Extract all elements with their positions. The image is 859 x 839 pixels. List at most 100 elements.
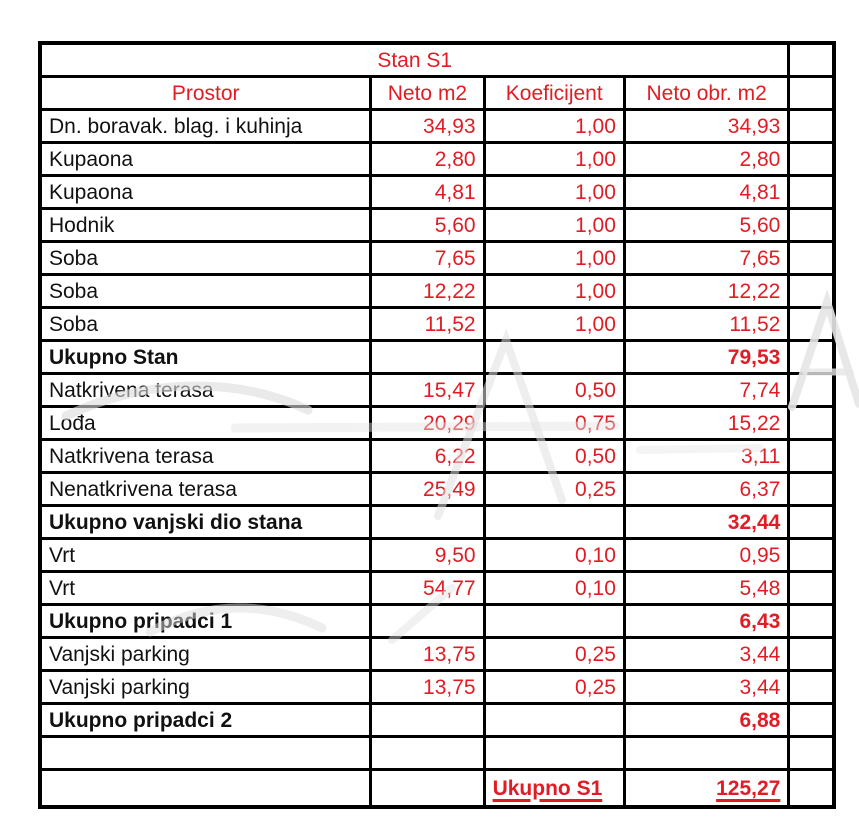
cell-neto-m2: 15,47	[369, 372, 486, 408]
cell-prostor: Vrt	[38, 570, 373, 606]
cell-prostor: Natkrivena terasa	[38, 372, 373, 408]
cell-neto-m2: 11,52	[369, 306, 486, 342]
cell-gray	[787, 504, 836, 540]
cell-gray	[787, 537, 836, 573]
cell-neto-obr-m2: 6,88	[622, 702, 791, 738]
cell-koeficijent: 0,10	[482, 537, 626, 573]
column-header-prostor: Prostor	[38, 75, 373, 111]
cell-prostor: Kupaona	[38, 174, 373, 210]
cell-neto-obr-m2: 0,95	[622, 537, 791, 573]
cell-koeficijent	[482, 735, 626, 771]
cell-koeficijent: 0,50	[482, 438, 626, 474]
cell-koeficijent	[482, 702, 626, 738]
cell-neto-m2: 2,80	[369, 141, 486, 177]
cell-neto-m2: 12,22	[369, 273, 486, 309]
table-empty-row	[38, 735, 836, 771]
cell-gray	[787, 41, 836, 78]
cell-neto-obr-m2: 3,44	[622, 669, 791, 705]
cell-neto-obr-m2: 5,60	[622, 207, 791, 243]
cell-gray	[787, 240, 836, 276]
cell-neto-obr-m2: 12,22	[622, 273, 791, 309]
cell-neto-m2	[369, 339, 486, 375]
cell-koeficijent: 1,00	[482, 273, 626, 309]
cell-gray	[787, 636, 836, 672]
cell-koeficijent: 0,10	[482, 570, 626, 606]
column-header-koeficijent: Koeficijent	[482, 75, 626, 111]
table-row: Kupaona 4,81 1,00 4,81	[38, 174, 836, 210]
cell-neto-obr-m2: 3,11	[622, 438, 791, 474]
table-total-row: Ukupno pripadci 2 6,88	[38, 702, 836, 738]
cell-neto-obr-m2: 79,53	[622, 339, 791, 375]
cell-neto-m2: 13,75	[369, 669, 486, 705]
cell-neto-m2: 20,29	[369, 405, 486, 441]
cell-gray	[787, 306, 836, 342]
cell-prostor: Vrt	[38, 537, 373, 573]
cell-neto-m2: 6,22	[369, 438, 486, 474]
table-row: Nenatkrivena terasa 25,49 0,25 6,37	[38, 471, 836, 507]
table-title: Stan S1	[38, 41, 791, 78]
cell-gray	[787, 570, 836, 606]
table-total-row: Ukupno Stan 79,53	[38, 339, 836, 375]
cell-prostor: Ukupno pripadci 2	[38, 702, 373, 738]
cell-prostor: Soba	[38, 306, 373, 342]
grand-total-value: 125,27	[622, 768, 791, 809]
cell-gray	[787, 768, 836, 809]
cell-prostor	[38, 735, 373, 771]
table-row: Vanjski parking 13,75 0,25 3,44	[38, 669, 836, 705]
cell-prostor: Dn. boravak. blag. i kuhinja	[38, 108, 373, 144]
cell-gray	[787, 339, 836, 375]
cell-koeficijent: 1,00	[482, 207, 626, 243]
cell-koeficijent: 0,25	[482, 669, 626, 705]
cell-gray	[787, 669, 836, 705]
cell-prostor: Soba	[38, 273, 373, 309]
table-row: Vrt 9,50 0,10 0,95	[38, 537, 836, 573]
cell-neto-m2: 9,50	[369, 537, 486, 573]
table-row: Soba 7,65 1,00 7,65	[38, 240, 836, 276]
cell-koeficijent: 0,25	[482, 471, 626, 507]
cell-neto-obr-m2: 4,81	[622, 174, 791, 210]
cell-prostor: Ukupno vanjski dio stana	[38, 504, 373, 540]
table-title-row: Stan S1	[38, 41, 836, 78]
table-total-row: Ukupno pripadci 1 6,43	[38, 603, 836, 639]
cell-neto-obr-m2: 32,44	[622, 504, 791, 540]
cell-neto-obr-m2: 6,37	[622, 471, 791, 507]
cell-koeficijent: 1,00	[482, 174, 626, 210]
cell-prostor: Ukupno pripadci 1	[38, 603, 373, 639]
cell-neto-obr-m2: 7,65	[622, 240, 791, 276]
cell-prostor: Natkrivena terasa	[38, 438, 373, 474]
cell-prostor	[38, 768, 373, 809]
cell-neto-obr-m2: 6,43	[622, 603, 791, 639]
cell-neto-obr-m2: 15,22	[622, 405, 791, 441]
cell-gray	[787, 372, 836, 408]
cell-gray	[787, 405, 836, 441]
cell-gray	[787, 141, 836, 177]
cell-gray	[787, 174, 836, 210]
cell-neto-m2: 13,75	[369, 636, 486, 672]
table-row: Hodnik 5,60 1,00 5,60	[38, 207, 836, 243]
cell-koeficijent: 0,75	[482, 405, 626, 441]
column-header-neto-obr-m2: Neto obr. m2	[622, 75, 791, 111]
cell-neto-m2: 25,49	[369, 471, 486, 507]
table-row: Kupaona 2,80 1,00 2,80	[38, 141, 836, 177]
cell-neto-obr-m2	[622, 735, 791, 771]
table-row: Soba 12,22 1,00 12,22	[38, 273, 836, 309]
table-total-row: Ukupno vanjski dio stana 32,44	[38, 504, 836, 540]
cell-koeficijent: 1,00	[482, 240, 626, 276]
cell-koeficijent	[482, 504, 626, 540]
cell-prostor: Kupaona	[38, 141, 373, 177]
cell-gray	[787, 108, 836, 144]
cell-prostor: Hodnik	[38, 207, 373, 243]
cell-gray	[787, 273, 836, 309]
cell-neto-obr-m2: 2,80	[622, 141, 791, 177]
cell-neto-m2: 5,60	[369, 207, 486, 243]
cell-neto-m2	[369, 702, 486, 738]
table-row: Natkrivena terasa 6,22 0,50 3,11	[38, 438, 836, 474]
cell-koeficijent: 0,50	[482, 372, 626, 408]
cell-neto-m2: 54,77	[369, 570, 486, 606]
cell-prostor: Vanjski parking	[38, 669, 373, 705]
cell-neto-obr-m2: 5,48	[622, 570, 791, 606]
cell-neto-obr-m2: 3,44	[622, 636, 791, 672]
cell-neto-m2: 34,93	[369, 108, 486, 144]
grand-total-label: Ukupno S1	[482, 768, 626, 809]
cell-koeficijent: 0,25	[482, 636, 626, 672]
